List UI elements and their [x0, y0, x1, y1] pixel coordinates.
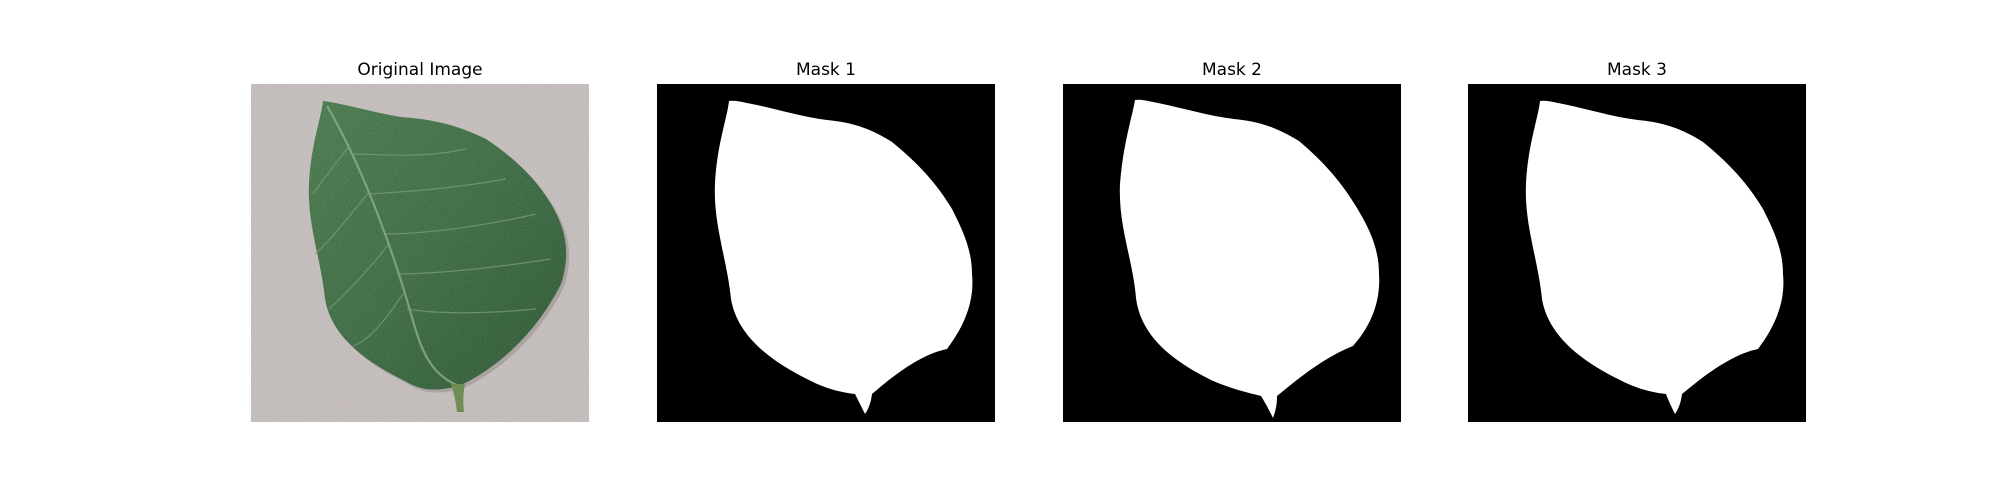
mask-1-foreground: [714, 100, 973, 415]
panel-title: Original Image: [357, 60, 483, 80]
mask-3-foreground: [1525, 100, 1784, 415]
panel-title: Mask 3: [1606, 60, 1667, 80]
panel-title: Mask 2: [1201, 60, 1262, 80]
mask-1-image: [657, 84, 995, 422]
panel-title: Mask 1: [795, 60, 856, 80]
mask-2-image: [1063, 84, 1401, 422]
original-leaf-image: [251, 84, 589, 422]
mask-3-image: [1468, 84, 1806, 422]
mask-2-foreground: [1119, 99, 1380, 419]
leaf-shape: [308, 101, 567, 390]
petiole: [451, 384, 465, 412]
